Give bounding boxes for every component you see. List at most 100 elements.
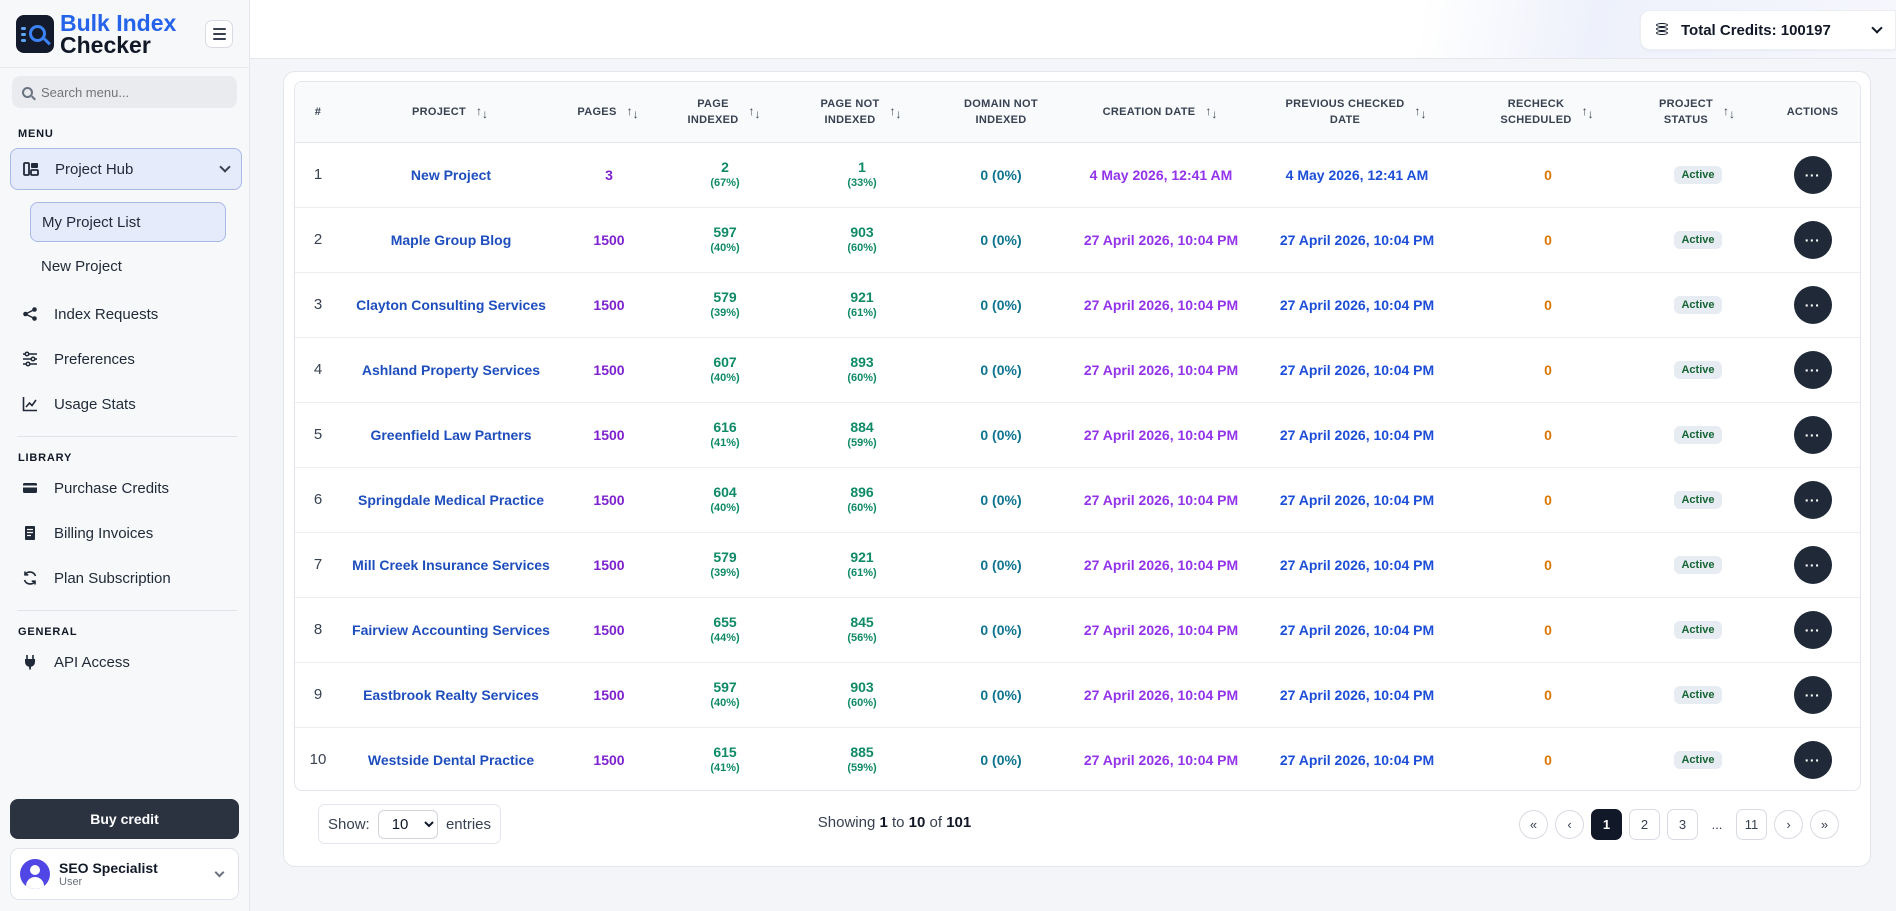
actions-cell: ··· [1763,207,1860,272]
table-row: 10 Westside Dental Practice 1500 615 (41%) 88… [295,727,1860,790]
page-size-select[interactable]: 10 [377,809,438,839]
project-name-link[interactable]: Fairview Accounting Services [352,621,550,638]
sidebar-item-new-project[interactable]: New Project [41,257,122,275]
chevron-down-icon [1871,22,1883,34]
sort-icon[interactable] [1723,103,1737,122]
creation-date: 4 May 2026, 12:41 AM [1089,166,1233,183]
buy-credit-button[interactable]: Buy credit [10,799,239,839]
col-header-project-status[interactable]: Project Status [1633,82,1763,143]
project-name-link[interactable]: Eastbrook Realty Services [363,686,539,703]
sort-icon[interactable] [1205,103,1219,122]
sidebar-item-index-requests[interactable]: Index Requests [0,294,249,334]
project-name-link[interactable]: Mill Creek Insurance Services [352,556,550,573]
last-page-button[interactable]: » [1810,810,1839,839]
col-header-page-indexed[interactable]: Page Indexed [657,82,793,143]
page-button-3[interactable]: 3 [1667,809,1698,840]
previous-checked-date: 27 April 2026, 10:04 PM [1279,751,1435,768]
next-page-button[interactable]: › [1774,810,1803,839]
previous-checked-date: 27 April 2026, 10:04 PM [1279,686,1435,703]
col-header-project[interactable]: Project [341,82,561,143]
recheck-scheduled: 0 [1544,361,1552,378]
prev-page-button[interactable]: ‹ [1555,810,1584,839]
more-actions-button[interactable]: ··· [1793,220,1832,259]
more-actions-button[interactable]: ··· [1793,675,1832,714]
previous-checked-date: 4 May 2026, 12:41 AM [1285,166,1429,183]
project-name-link[interactable]: Clayton Consulting Services [356,296,546,313]
col-header-creation-date[interactable]: Creation Date [1071,82,1251,143]
sort-icon[interactable] [890,103,904,122]
indexed-cell: 2 (67%) [657,142,793,207]
project-name-link[interactable]: Springdale Medical Practice [358,491,544,508]
sort-icon[interactable] [1415,103,1429,122]
sort-icon[interactable] [749,103,763,122]
receipt-icon [22,525,38,541]
sidebar-item-purchase-credits[interactable]: Purchase Credits [0,468,249,508]
status-cell: Active [1633,272,1763,337]
project-table-wrapper: # Project Pages PageIndexed Page notinde… [294,81,1861,791]
sidebar-item-preferences[interactable]: Preferences [0,339,249,379]
row-number: 9 [313,686,323,703]
sidebar-item-plan-subscription[interactable]: Plan Subscription [0,558,249,598]
domain-not-indexed: 0 (0%) [980,751,1022,768]
indexed-cell: 604 (40%) [657,467,793,532]
domain-not-indexed: 0 (0%) [980,556,1022,573]
search-input[interactable] [41,84,221,100]
project-name-link[interactable]: Maple Group Blog [390,231,512,248]
page-button-2[interactable]: 2 [1629,809,1660,840]
sort-icon[interactable] [476,103,490,122]
page-button-11[interactable]: 11 [1736,809,1767,840]
user-menu[interactable]: SEO Specialist User [10,848,239,900]
more-actions-button[interactable]: ··· [1793,480,1832,519]
chevron-down-icon [219,161,231,173]
sidebar-item-project-hub[interactable]: Project Hub [10,148,242,190]
project-name-link[interactable]: Ashland Property Services [361,361,541,378]
project-name-link[interactable]: Greenfield Law Partners [370,426,532,443]
total-credits-dropdown[interactable]: Total Credits: 100197 [1640,10,1896,50]
recheck-scheduled: 0 [1544,556,1552,573]
indexed-percent: (40%) [710,501,740,514]
creation-date: 27 April 2026, 10:04 PM [1083,231,1239,248]
sidebar-item-api-access[interactable]: API Access [0,642,249,682]
search-box[interactable] [12,76,237,108]
pages-count: 1500 [593,556,625,573]
pagination-ellipsis: ... [1711,817,1723,832]
col-header-previous-checked[interactable]: Previous checked date [1251,82,1463,143]
more-actions-button[interactable]: ··· [1793,285,1832,324]
col-header-recheck-scheduled[interactable]: Recheck scheduled [1463,82,1633,143]
indexed-cell: 616 (41%) [657,402,793,467]
row-number: 8 [313,621,323,638]
indexed-percent: (40%) [710,371,740,384]
sidebar-divider [17,436,237,437]
not-indexed-cell: 884 (59%) [793,402,931,467]
col-header-page-not-indexed[interactable]: Page not indexed [793,82,931,143]
col-header-pages[interactable]: Pages [561,82,657,143]
sidebar-item-billing-invoices[interactable]: Billing Invoices [0,513,249,553]
status-cell: Active [1633,402,1763,467]
project-name-link[interactable]: Westside Dental Practice [367,751,535,768]
more-actions-button[interactable]: ··· [1793,350,1832,389]
sidebar-item-usage-stats[interactable]: Usage Stats [0,384,249,424]
indexed-percent: (41%) [710,436,740,449]
chart-icon [22,396,38,412]
actions-cell: ··· [1763,142,1860,207]
more-actions-button[interactable]: ··· [1793,155,1832,194]
sort-icon[interactable] [627,103,641,122]
more-actions-button[interactable]: ··· [1793,610,1832,649]
more-actions-button[interactable]: ··· [1793,415,1832,454]
menu-toggle-button[interactable] [205,19,233,48]
chevron-down-icon [214,867,225,877]
more-actions-button[interactable]: ··· [1793,740,1832,779]
first-page-button[interactable]: « [1519,810,1548,839]
more-actions-button[interactable]: ··· [1793,545,1832,584]
project-name-link[interactable]: New Project [410,166,492,183]
sort-icon[interactable] [1582,103,1596,122]
page-button-1[interactable]: 1 [1591,809,1622,840]
sidebar-item-label: Usage Stats [54,395,136,413]
sidebar-item-my-project-list[interactable]: My Project List [30,202,226,242]
status-cell: Active [1633,597,1763,662]
actions-cell: ··· [1763,337,1860,402]
refresh-icon [22,570,38,586]
table-row: 5 Greenfield Law Partners 1500 616 (41%) 884(… [295,402,1860,467]
search-icon [22,86,33,98]
status-badge: Active [1674,621,1722,639]
